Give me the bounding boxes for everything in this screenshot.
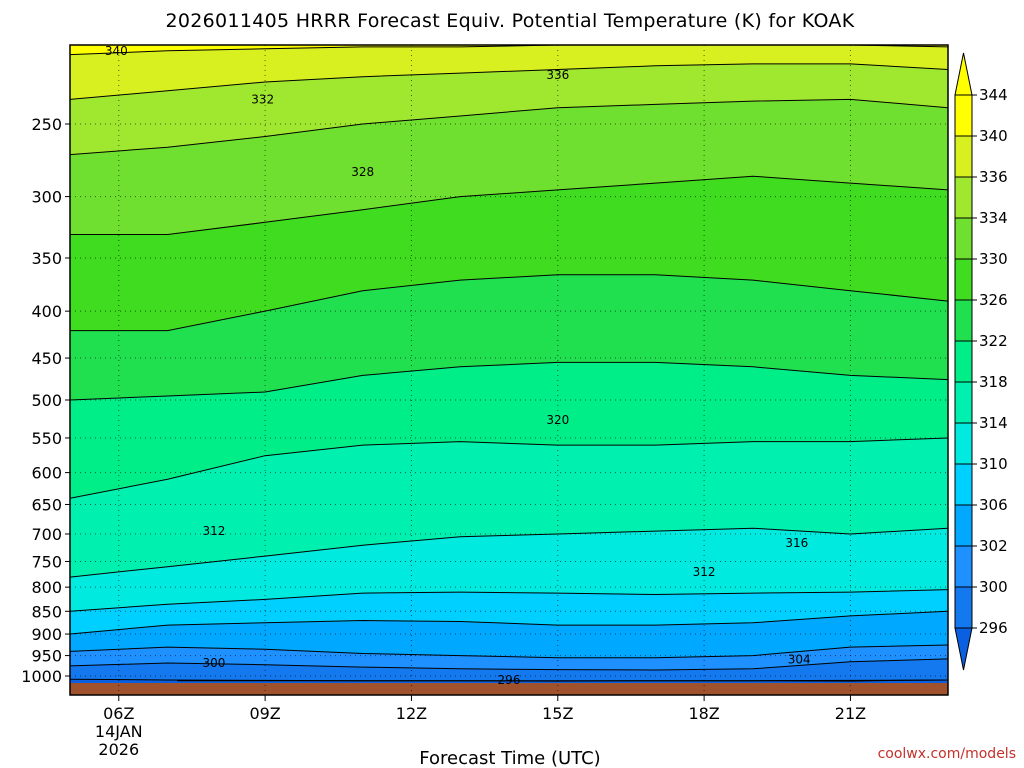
shaded-band [70,611,948,658]
colorbar-swatch [954,258,973,301]
colorbar-swatch [954,340,973,383]
y-tick-label: 1000 [21,667,62,686]
contour-label: 332 [251,92,274,106]
colorbar-label: 322 [979,332,1008,350]
colorbar-swatch [954,94,973,137]
colorbar-swatch [954,463,973,506]
y-tick-label: 800 [31,578,62,597]
shaded-band [70,438,948,578]
y-tick-label: 450 [31,349,62,368]
x-tick-date: 2026 [98,740,139,759]
colorbar-label: 334 [979,209,1008,227]
colorbar-swatch [954,586,973,629]
plot-frame [69,44,949,696]
x-axis-label: Forecast Time (UTC) [419,748,600,768]
colorbar-swatch [954,299,973,342]
y-tick-label: 950 [31,647,62,666]
contour-line [70,437,948,499]
y-tick-label: 750 [31,552,62,571]
colorbar-min-arrow [954,627,973,671]
contour-line [70,527,948,578]
y-tick-label: 250 [31,115,62,134]
colorbar-label: 306 [979,496,1008,514]
y-tick-label: 400 [31,302,62,321]
shaded-band [70,63,948,155]
colorbar-label: 300 [979,578,1008,596]
colorbar-label: 326 [979,291,1008,309]
contour-line [70,610,948,635]
colorbar-label: 330 [979,250,1008,268]
colorbar-label: 318 [979,373,1008,391]
colorbar-swatch [954,217,973,260]
contour-label: 340 [105,44,128,58]
y-tick-label: 650 [31,495,62,514]
shaded-band [70,176,948,331]
contour-label: 312 [693,565,716,579]
contour-label: 316 [785,536,808,550]
y-tick-label: 700 [31,525,62,544]
y-tick-label: 600 [31,464,62,483]
contour-line [70,644,948,659]
shaded-band [70,645,948,670]
contour-line [70,175,948,235]
contour-line [70,361,948,401]
colorbar-label: 302 [979,537,1008,555]
colorbar-label: 314 [979,414,1008,432]
contour-label: 312 [202,524,225,538]
watermark: coolwx.com/models [878,746,1016,762]
y-tick-label: 900 [31,625,62,644]
y-tick-label: 500 [31,391,62,410]
contour-line [70,63,948,100]
x-tick-label: 21Z [835,704,866,723]
y-tick-label: 350 [31,249,62,268]
x-tick-label: 09Z [249,704,280,723]
colorbar-swatch [954,135,973,178]
plot-area: 340 336 332 328 320 312 316 312 304 300 296 [70,44,948,695]
shaded-band [70,528,948,612]
y-tick-label: 850 [31,602,62,621]
contour-line [70,98,948,156]
shaded-band [70,45,948,100]
shaded-band [70,658,948,681]
y-tick-label: 550 [31,429,62,448]
colorbar-swatch [954,422,973,465]
contour-line [70,658,948,671]
contour-label: 300 [202,656,225,670]
y-tick-label: 300 [31,188,62,207]
x-tick-label: 06Z [103,704,134,723]
colorbar-swatch [954,176,973,219]
colorbar-label: 340 [979,127,1008,145]
contour-line [70,589,948,612]
x-tick-label: 15Z [542,704,573,723]
colorbar-label: 310 [979,455,1008,473]
ground-band [70,683,948,695]
x-tick-label: 12Z [396,704,427,723]
colorbar-max-arrow [954,52,973,96]
shaded-band [70,45,948,55]
contour-label: 328 [351,165,374,179]
contour-line [70,274,948,332]
contour-label: 320 [546,413,569,427]
colorbar-label: 336 [979,168,1008,186]
shaded-band [70,99,948,235]
chart-title: 2026011405 HRRR Forecast Equiv. Potentia… [166,10,855,32]
contour-label: 336 [546,68,569,82]
colorbar-label: 296 [979,619,1008,637]
shaded-band [70,362,948,499]
colorbar-swatch [954,504,973,547]
colorbar-swatch [954,545,973,588]
contour-label: 304 [788,652,811,666]
contour-line [177,679,948,682]
contour-label: 296 [498,673,521,687]
contour-line [70,45,948,56]
x-tick-label: 18Z [688,704,719,723]
colorbar-swatch [954,381,973,424]
colorbar-label: 344 [979,86,1008,104]
x-tick-date: 14JAN [95,722,143,741]
